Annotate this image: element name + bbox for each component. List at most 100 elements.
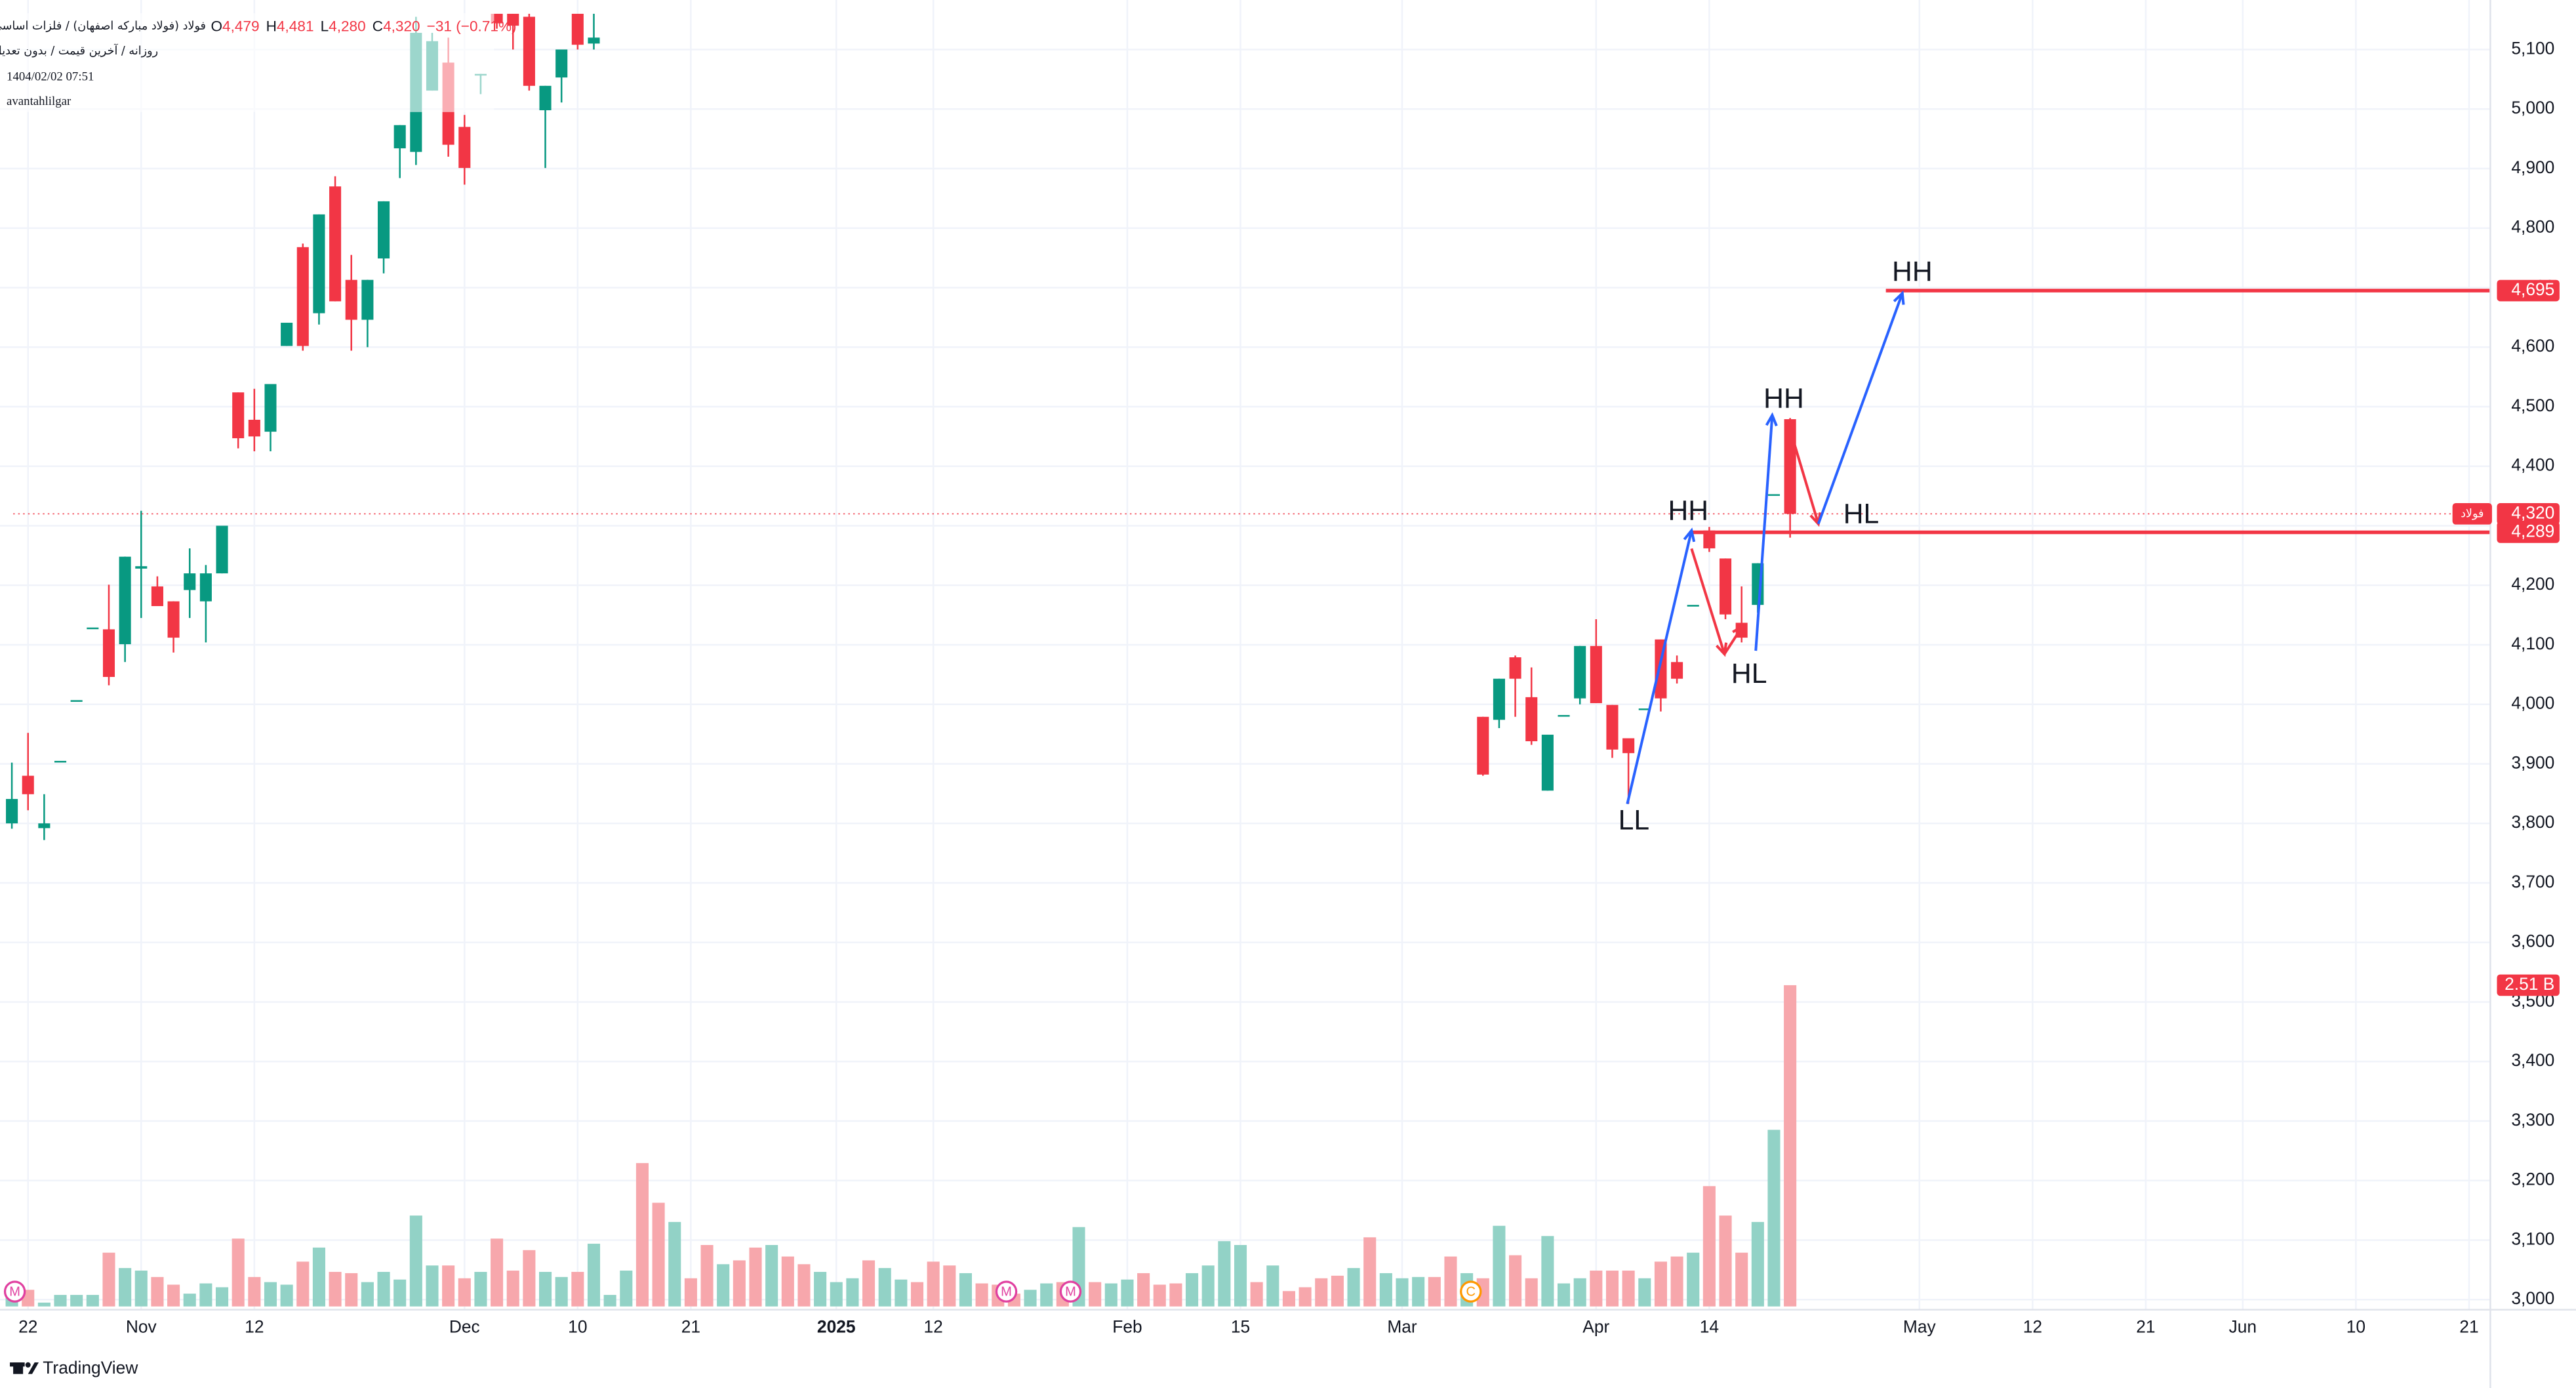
volume-bar [1282, 1291, 1296, 1307]
volume-bar [151, 1276, 164, 1307]
candle-body [1687, 605, 1699, 607]
x-tick-label: 12 [923, 1317, 942, 1336]
volume-bar [1379, 1273, 1392, 1307]
candle-body [135, 566, 148, 569]
y-tick-label: 5,000 [2511, 98, 2554, 117]
candle-body [151, 586, 163, 606]
axes: 3,0003,1003,2003,3003,4003,5003,6003,700… [18, 38, 2554, 1336]
candle-body [507, 14, 519, 26]
volume-bar [1234, 1244, 1247, 1307]
volume-bar [635, 1163, 649, 1307]
y-tick-label: 3,700 [2511, 872, 2554, 891]
volume-bar [878, 1268, 891, 1307]
volume-bar [1331, 1275, 1344, 1307]
volume-bar [1622, 1271, 1635, 1307]
x-tick-label: 21 [2136, 1317, 2155, 1336]
candle-body [329, 186, 342, 302]
grid [0, 0, 2491, 1310]
volume-bar [1605, 1271, 1619, 1307]
volume-bar [329, 1271, 342, 1307]
x-tick-label: 21 [2459, 1317, 2478, 1336]
volume-bar [1654, 1261, 1667, 1307]
timestamp: 1404/02/02 07:51 [7, 70, 94, 83]
candle-body [1638, 708, 1651, 710]
volume-bar [603, 1295, 616, 1307]
volume-bar [102, 1252, 115, 1307]
y-tick-label: 4,200 [2511, 574, 2554, 594]
ohlc-value: 4,280 [329, 18, 366, 34]
candle-body [248, 419, 260, 437]
candle-body [199, 573, 212, 602]
candle-body [102, 629, 115, 677]
x-tick-label: May [1903, 1317, 1937, 1336]
arrow-head [1893, 290, 1905, 305]
volume-bar [1784, 985, 1797, 1307]
x-tick-label: Feb [1112, 1317, 1142, 1336]
candle-body [313, 214, 325, 314]
symbol-title: فولاد (فولاد مبارکه اصفهان) / فلزات اساس… [0, 20, 206, 33]
y-tick-label: 4,800 [2511, 217, 2554, 237]
y-tick-label: 4,400 [2511, 455, 2554, 475]
volume-bar [1153, 1284, 1166, 1307]
volume-bar [539, 1271, 552, 1307]
volume-bar [571, 1271, 584, 1307]
drawings: HH HH HH HL HL LL M M M C [3, 256, 2491, 1303]
symbol-subtitle: روزانه / آخرین قیمت / بدون تعدیل [0, 43, 158, 58]
volume-bar [264, 1282, 277, 1307]
trend-arrow [1787, 424, 1820, 525]
volume-bar [377, 1271, 390, 1307]
volume-bar [491, 1238, 504, 1307]
candle-body [378, 201, 390, 259]
volume-bar [1573, 1278, 1586, 1307]
volume-bar [506, 1271, 519, 1307]
candle-body [281, 323, 293, 346]
level-label-box [2497, 521, 2560, 543]
candle-body [1606, 704, 1619, 750]
candle-body [1525, 697, 1538, 742]
volume-bar [895, 1279, 908, 1307]
event-badge [3, 1280, 26, 1303]
volume-bar [37, 1302, 50, 1307]
candle-body [6, 799, 18, 824]
ohlc-value: 4,320 [383, 18, 420, 34]
y-tick-label: 4,000 [2511, 693, 2554, 713]
volume-bar [1719, 1215, 1732, 1307]
candle-layer [6, 14, 1796, 840]
volume-bar [296, 1261, 310, 1307]
volume-bar [280, 1284, 293, 1307]
volume-bar [814, 1271, 827, 1307]
ohlc-key: H [266, 18, 277, 34]
y-tick-label: 3,600 [2511, 931, 2554, 951]
volume-bar [134, 1271, 148, 1307]
volume-bar [312, 1247, 325, 1307]
x-tick-label: Nov [126, 1317, 157, 1336]
volume-bar [1363, 1237, 1377, 1307]
volume-bar [167, 1284, 180, 1307]
trend-arrow [1754, 415, 1774, 651]
candle-body [539, 85, 552, 111]
volume-bar [215, 1287, 229, 1307]
ohlc-value: 4,479 [222, 18, 260, 34]
volume-bar [1735, 1252, 1748, 1307]
candle-body [1541, 735, 1554, 791]
ohlc-key: L [321, 18, 329, 34]
volume-bar [1428, 1276, 1441, 1307]
volume-bar [1040, 1283, 1053, 1307]
volume-bar [1186, 1273, 1199, 1307]
volume-bar [652, 1202, 665, 1307]
trend-arrow [1626, 530, 1693, 805]
volume-bar [1751, 1221, 1764, 1307]
candle-body [22, 775, 34, 794]
volume-bar [1137, 1273, 1150, 1307]
volume-bar [1525, 1278, 1538, 1307]
candle-body [361, 279, 374, 320]
event-label: M [9, 1285, 20, 1299]
y-tick-label: 4,100 [2511, 634, 2554, 653]
volume-bar [1169, 1283, 1182, 1307]
volume-bar [927, 1261, 940, 1307]
candle-body [1671, 662, 1683, 679]
volume-bar [797, 1264, 811, 1307]
